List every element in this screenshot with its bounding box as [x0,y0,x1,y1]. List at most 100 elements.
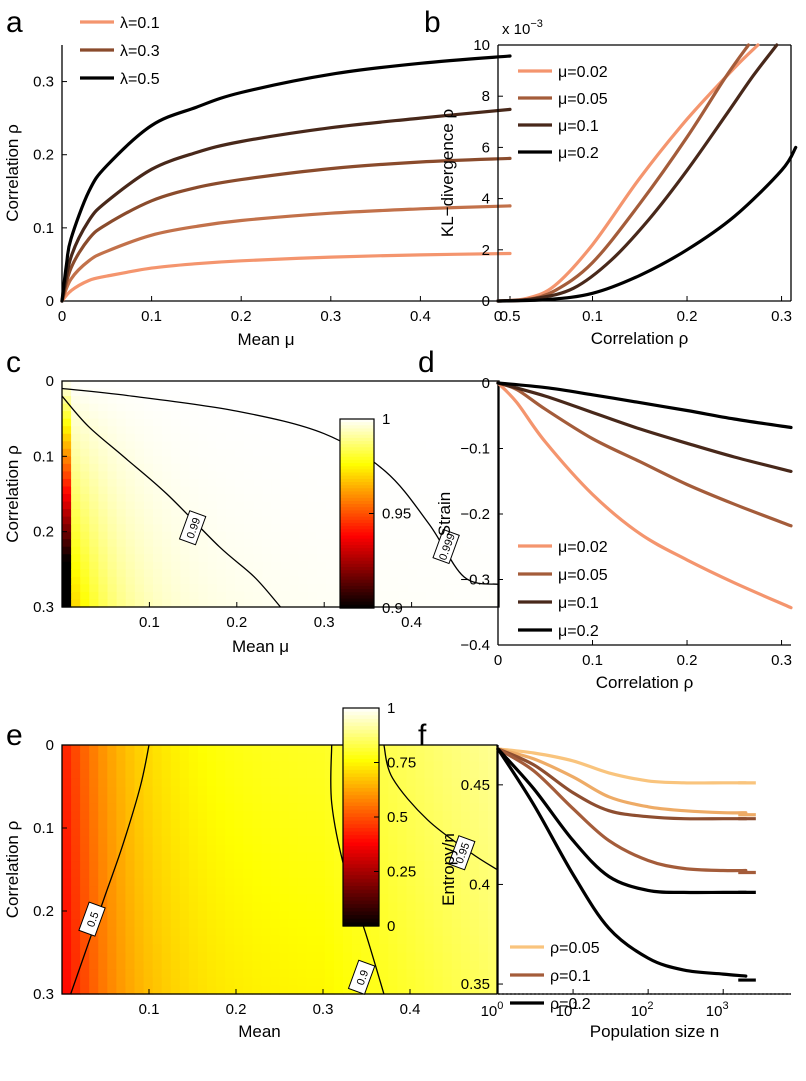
heatmap-cell [152,886,163,895]
heatmap-cell [80,803,90,812]
heatmap-cell [98,778,108,788]
legend-label: λ=0.5 [120,71,160,88]
heatmap-cell [62,944,72,954]
heatmap-cell [116,761,127,771]
heatmap-cell [444,599,455,608]
heatmap-cell [107,433,118,442]
heatmap-cell [280,403,291,412]
heatmap-cell [442,786,453,796]
heatmap-cell [433,935,444,945]
colorbar-cell [340,538,374,543]
heatmap-cell [243,828,253,837]
heatmap-cell [298,403,309,412]
heatmap-cell [289,561,300,570]
heatmap-cell [179,794,190,804]
heatmap-cell [80,769,90,779]
heatmap-cell [244,516,254,525]
heatmap-cell [216,486,227,495]
heatmap-cell [469,745,480,754]
legend-label: ρ=0.1 [550,968,591,985]
heatmap-cell [262,494,272,503]
heatmap-cell [207,877,217,887]
heatmap-cell [261,935,272,945]
x-axis-label: Correlation ρ [591,329,689,348]
y-axis-label: KL−divergence ρ [438,109,457,237]
heatmap-cell [371,569,382,578]
heatmap-cell [107,803,117,812]
colorbar-cell [340,510,374,515]
heatmap-cell [216,969,226,978]
heatmap-cell [417,478,427,488]
heatmap-cell [197,902,208,912]
heatmap-cell [324,753,335,763]
heatmap-cell [487,919,498,929]
heatmap-cell [198,448,209,457]
heatmap-cell [451,902,462,912]
heatmap-cell [225,546,236,555]
heatmap-cell [380,576,391,585]
heatmap-cell [162,381,172,390]
heatmap-cell [444,441,455,450]
series-line [60,156,512,303]
heatmap-cell [297,960,308,970]
heatmap-cell [489,509,500,518]
heatmap-cell [89,509,100,518]
heatmap-cell [244,463,254,472]
heatmap-cell [107,471,118,480]
y-tick-label: 2 [482,242,490,259]
heatmap-cell [143,902,154,912]
heatmap-cell [262,396,272,405]
heatmap-cell [469,836,480,846]
heatmap-cell [444,501,455,510]
heatmap-cell [417,576,427,585]
heatmap-cell [426,411,436,420]
heatmap-cell [252,836,262,846]
heatmap-cell [180,509,191,518]
heatmap-cell [170,769,181,779]
heatmap-cell [453,441,464,450]
heatmap-cell [234,803,244,812]
heatmap-cell [225,441,236,450]
heatmap-cell [188,828,199,837]
heatmap-cell [462,546,473,555]
heatmap-cell [444,591,455,601]
heatmap-cell [134,403,145,412]
heatmap-cell [207,977,217,987]
heatmap-cell [107,811,117,821]
heatmap-cell [406,794,417,804]
heatmap-cell [89,531,100,540]
heatmap-cell [306,794,317,804]
heatmap-cell [71,786,81,796]
heatmap-cell [279,911,290,920]
heatmap-cell [253,478,263,488]
heatmap-cell [451,894,462,904]
heatmap-cell [244,426,254,435]
heatmap-cell [324,985,335,995]
heatmap-cell [442,794,453,804]
heatmap-cell [407,516,418,525]
heatmap-cell [98,811,108,821]
heatmap-cell [252,811,262,821]
heatmap-cell [71,501,81,510]
heatmap-cell [324,803,335,812]
heatmap-cell [80,516,90,525]
x-tick-label: 0 [494,652,502,669]
heatmap-cell [451,969,462,978]
heatmap-cell [171,441,181,450]
heatmap-cell [134,524,145,533]
heatmap-cell [417,381,427,390]
heatmap-cell [234,778,244,788]
heatmap-cell [71,561,81,570]
heatmap-cell [162,501,172,510]
heatmap-cell [198,509,209,518]
heatmap-cell [333,952,344,962]
heatmap-cell [116,381,127,390]
heatmap-cell [353,403,364,412]
heatmap-cell [161,811,172,821]
heatmap-cell [333,886,344,895]
heatmap-cell [433,769,444,779]
heatmap-cell [62,960,72,970]
heatmap-cell [435,411,445,420]
heatmap-cell [324,894,335,904]
heatmap-cell [125,486,136,495]
